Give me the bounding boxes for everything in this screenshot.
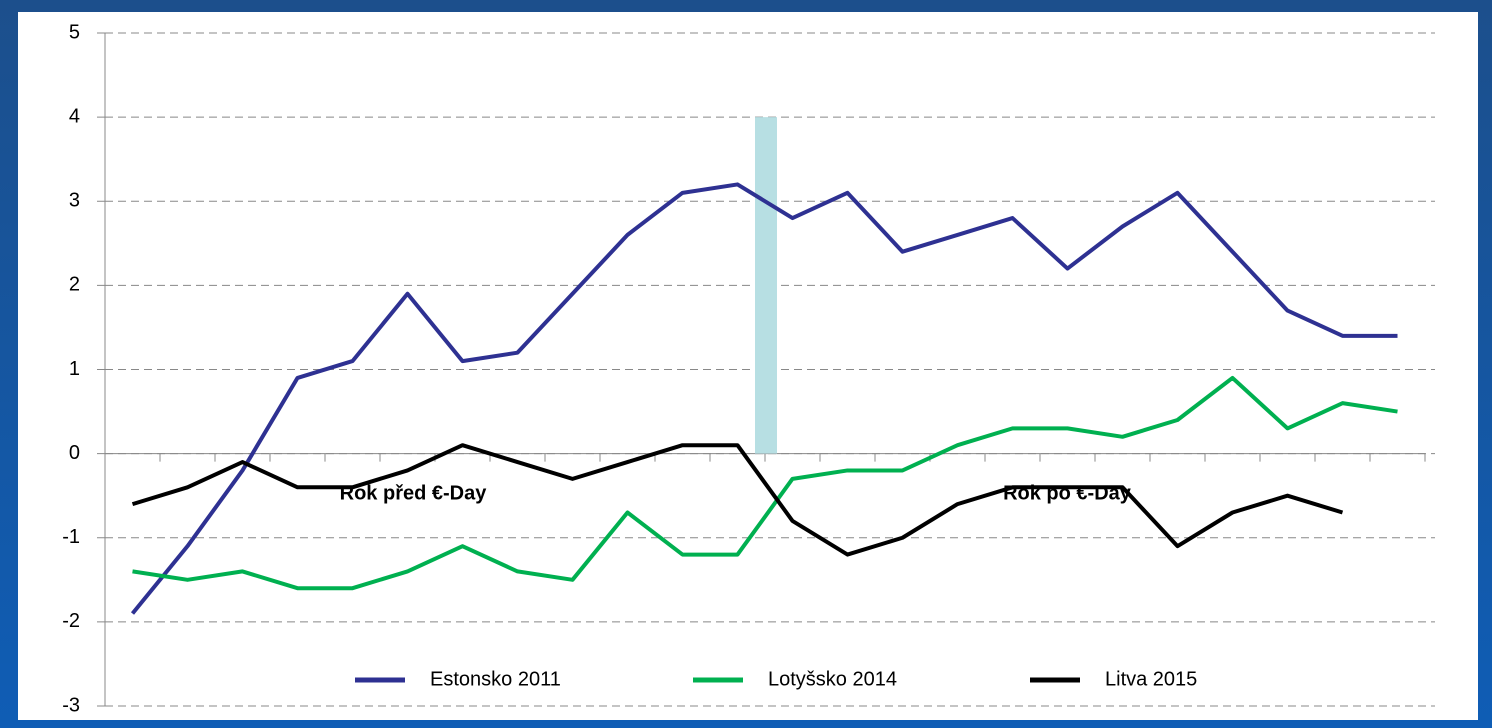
y-tick-label: 2	[69, 274, 80, 296]
y-tick-label: -1	[62, 526, 80, 548]
marker-bar	[755, 117, 777, 454]
y-tick-label: 4	[69, 105, 80, 127]
y-tick-label: 3	[69, 190, 80, 212]
line-series	[130, 182, 1398, 615]
annotation: Rok před €-Day	[340, 482, 488, 504]
y-tick-label: -3	[62, 694, 80, 716]
legend-label: Litva 2015	[1105, 668, 1197, 690]
line-series	[132, 375, 1398, 591]
y-tick-label: 5	[69, 21, 80, 43]
chart-background	[18, 12, 1478, 720]
annotation: Rok po €-Day	[1003, 482, 1132, 504]
y-tick-label: 1	[69, 358, 80, 380]
legend-label: Lotyšsko 2014	[768, 668, 897, 690]
legend-label: Estonsko 2011	[430, 668, 561, 690]
y-tick-label: -2	[62, 610, 80, 632]
line-series	[131, 443, 1344, 557]
y-tick-label: 0	[69, 442, 80, 464]
